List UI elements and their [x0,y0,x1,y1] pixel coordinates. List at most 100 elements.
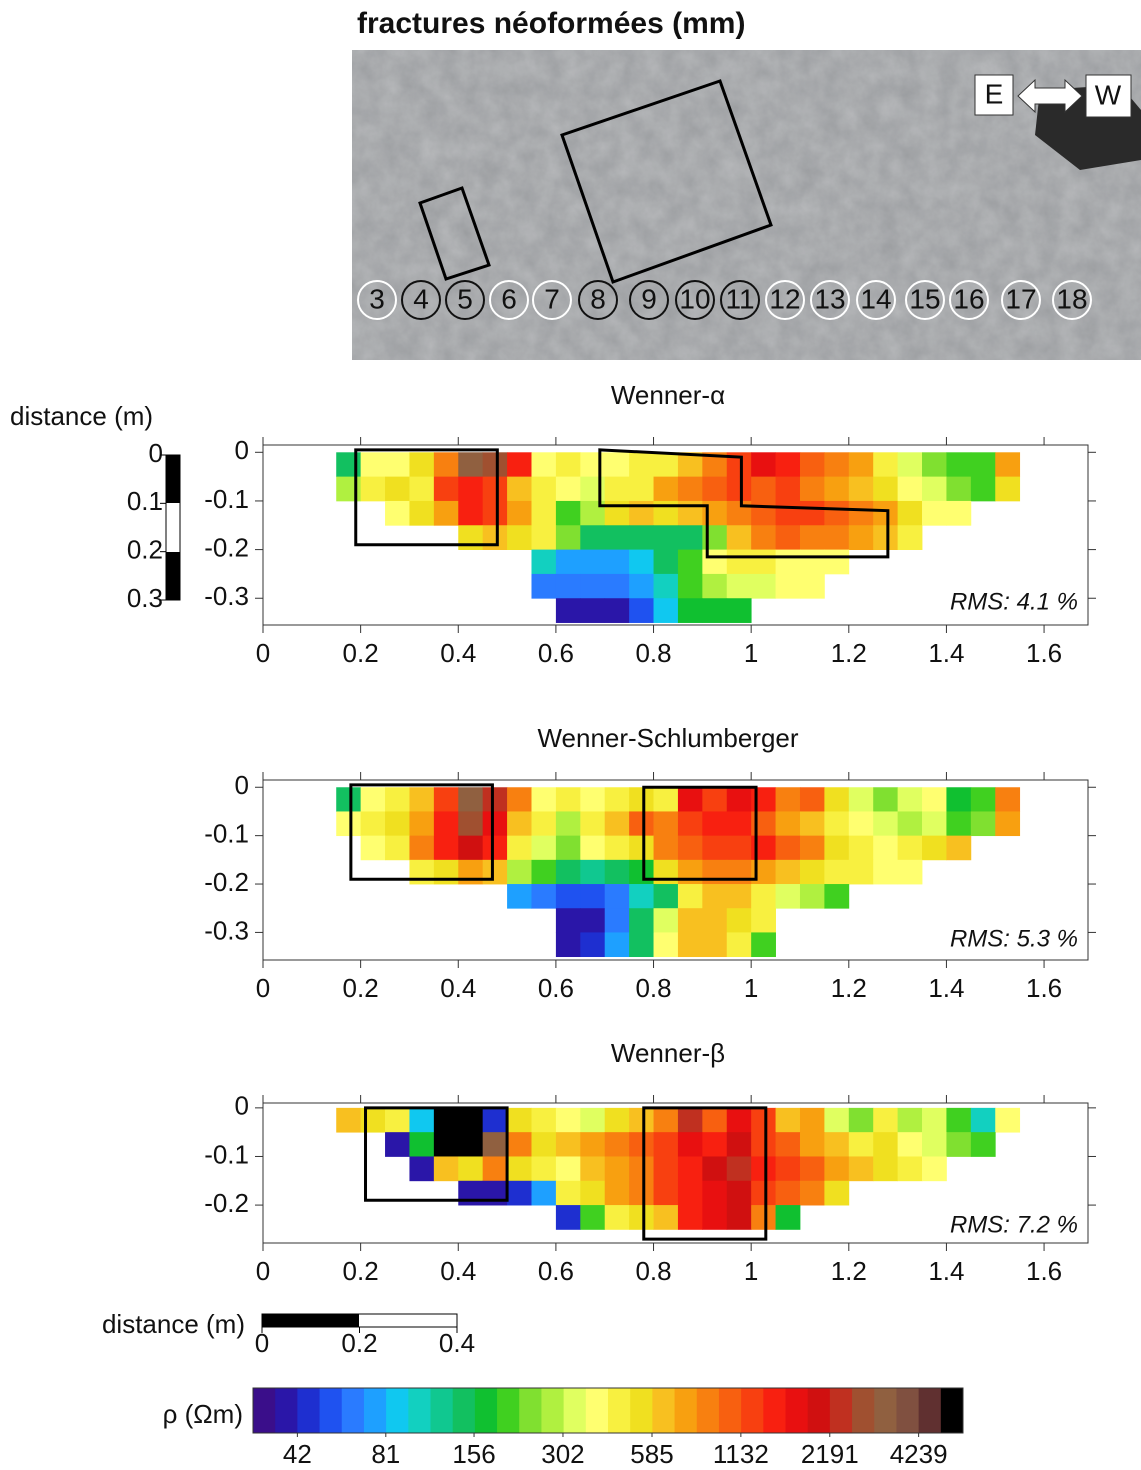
photo-box-small [418,186,491,281]
x-tick-label: 0.6 [538,973,574,1003]
cell [873,835,899,861]
cell [604,932,630,958]
cell [458,452,484,478]
marker-circle [578,280,618,320]
marker-circle [949,280,989,320]
cell [555,500,581,526]
cell [531,525,557,550]
cell [580,811,606,837]
scale-bar-segment [166,455,180,503]
cell [751,1156,776,1182]
cell [458,1107,484,1133]
cell [970,787,996,812]
cell [580,787,606,812]
cell [385,476,410,502]
cell [824,787,850,812]
colorbar-swatch [918,1388,942,1433]
cell [385,787,410,812]
colorbar-swatch [829,1388,853,1433]
cell [580,1180,606,1206]
cell [799,549,825,575]
cell [873,500,899,526]
cell [336,476,362,502]
cell [751,452,776,478]
cell [580,452,606,478]
cell [824,476,850,502]
cell [580,598,606,623]
cell [555,1132,581,1157]
cell [531,573,557,599]
cell [555,573,581,599]
cell [629,452,654,478]
cell [458,859,484,885]
cell [751,908,776,933]
cell [555,598,581,623]
cell [433,1156,459,1182]
cell [433,859,459,885]
y-tick-label: -0.1 [204,1139,249,1169]
cell [824,452,850,478]
cell [629,859,654,885]
panel-title: Wenner-β [611,1038,725,1068]
cell [531,811,557,837]
cell [385,452,410,478]
cell [580,859,606,885]
cell [433,811,459,837]
cell [946,787,972,812]
cell [946,1132,972,1157]
cell [604,525,630,550]
cell [629,1107,654,1133]
cell [922,476,947,502]
cell [433,500,459,526]
cell [360,452,386,478]
marker-label: 8 [590,283,606,314]
cell [897,476,923,502]
cell [507,1132,532,1157]
cell [677,932,703,958]
cell [653,884,679,909]
y-tick-label: 0 [235,435,249,465]
y-tick-label: -0.2 [204,532,249,562]
cell [873,859,899,885]
cell [824,884,850,909]
orientation-arrow [1017,78,1083,114]
cell [555,525,581,550]
x-tick-label: 1 [744,973,758,1003]
cell [482,500,508,526]
cell [653,811,679,837]
cell [775,835,801,861]
plot-frame [262,1102,1089,1244]
orientation-box [974,74,1014,116]
cell [604,1180,630,1206]
cell [702,884,728,909]
cell [824,549,850,575]
colorbar-swatch [497,1388,520,1433]
cell [629,787,654,812]
scale-bar-label: distance (m) [102,1309,245,1339]
cell [726,859,752,885]
cell [726,525,752,550]
cell [970,1107,996,1133]
cell [824,811,850,837]
cell [409,500,435,526]
cell [702,908,728,933]
cell [629,525,654,550]
cell [531,859,557,885]
cell [775,573,801,599]
cell [604,908,630,933]
cell [604,1156,630,1182]
cell [604,884,630,909]
cell [507,1156,532,1182]
cell [970,452,996,478]
cell [653,525,679,550]
cell [555,908,581,933]
cell [824,500,850,526]
cell [775,884,801,909]
cell [848,787,874,812]
x-tick-label: 1.4 [928,1256,964,1286]
cell [604,1132,630,1157]
orientation-left: E [985,78,1004,109]
cell [897,1156,923,1182]
cell [799,1107,825,1133]
